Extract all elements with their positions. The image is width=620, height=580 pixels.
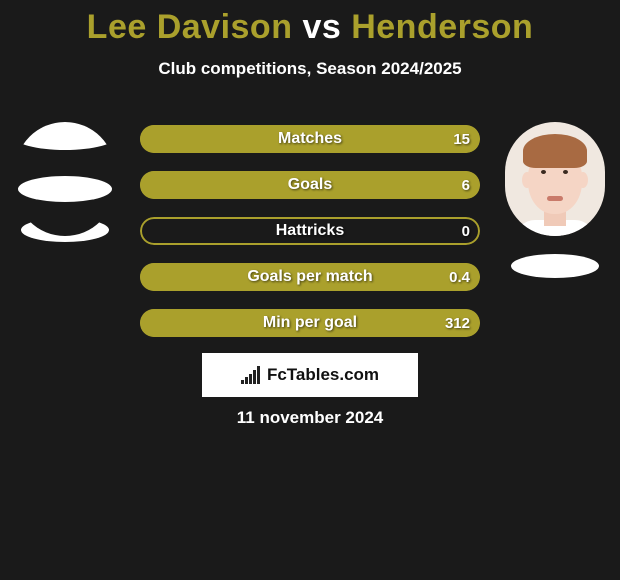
stat-bar: Matches15 — [140, 125, 480, 153]
stat-value-right: 0.4 — [449, 263, 470, 291]
source-logo: FcTables.com — [202, 353, 418, 397]
logo-prefix: Fc — [267, 365, 287, 384]
stats-block: Matches15 Goals6 Hattricks0 Goals per match… — [140, 125, 480, 355]
stat-bar: Goals6 — [140, 171, 480, 199]
player-left-column — [0, 122, 130, 242]
logo-bars-icon — [241, 366, 261, 384]
logo-bar-icon — [249, 374, 252, 384]
logo-text: FcTables.com — [267, 365, 379, 385]
player2-club-badge — [511, 254, 599, 278]
logo-bar-icon — [253, 370, 256, 384]
page-title: Lee Davison vs Henderson — [0, 0, 620, 47]
player-right-column — [490, 122, 620, 278]
date-text: 11 november 2024 — [0, 408, 620, 428]
stat-value-right: 15 — [453, 125, 470, 153]
stat-label: Hattricks — [140, 217, 480, 245]
title-vs: vs — [302, 8, 341, 46]
stat-bar: Hattricks0 — [140, 217, 480, 245]
title-player2: Henderson — [351, 8, 533, 46]
avatar-hair — [523, 134, 587, 168]
avatar-eye — [563, 170, 568, 174]
avatar-mouth — [547, 196, 563, 201]
player1-avatar-placeholder-top — [15, 122, 115, 150]
logo-bar-icon — [257, 366, 260, 384]
stat-label: Goals per match — [140, 263, 480, 291]
stat-value-right: 6 — [462, 171, 470, 199]
stat-value-right: 312 — [445, 309, 470, 337]
logo-bar-icon — [241, 380, 244, 384]
avatar-eye — [541, 170, 546, 174]
comparison-card: Lee Davison vs Henderson Club competitio… — [0, 0, 620, 580]
stat-bar: Min per goal312 — [140, 309, 480, 337]
player1-avatar-placeholder-bottom — [18, 176, 112, 202]
stat-value-right: 0 — [462, 217, 470, 245]
player1-avatar — [15, 122, 115, 236]
logo-suffix: Tables.com — [287, 365, 379, 384]
stat-label: Matches — [140, 125, 480, 153]
stat-bar: Goals per match0.4 — [140, 263, 480, 291]
stat-label: Min per goal — [140, 309, 480, 337]
stat-label: Goals — [140, 171, 480, 199]
title-player1: Lee Davison — [87, 8, 293, 46]
logo-bar-icon — [245, 377, 248, 384]
subtitle: Club competitions, Season 2024/2025 — [0, 59, 620, 79]
player2-avatar — [505, 122, 605, 236]
